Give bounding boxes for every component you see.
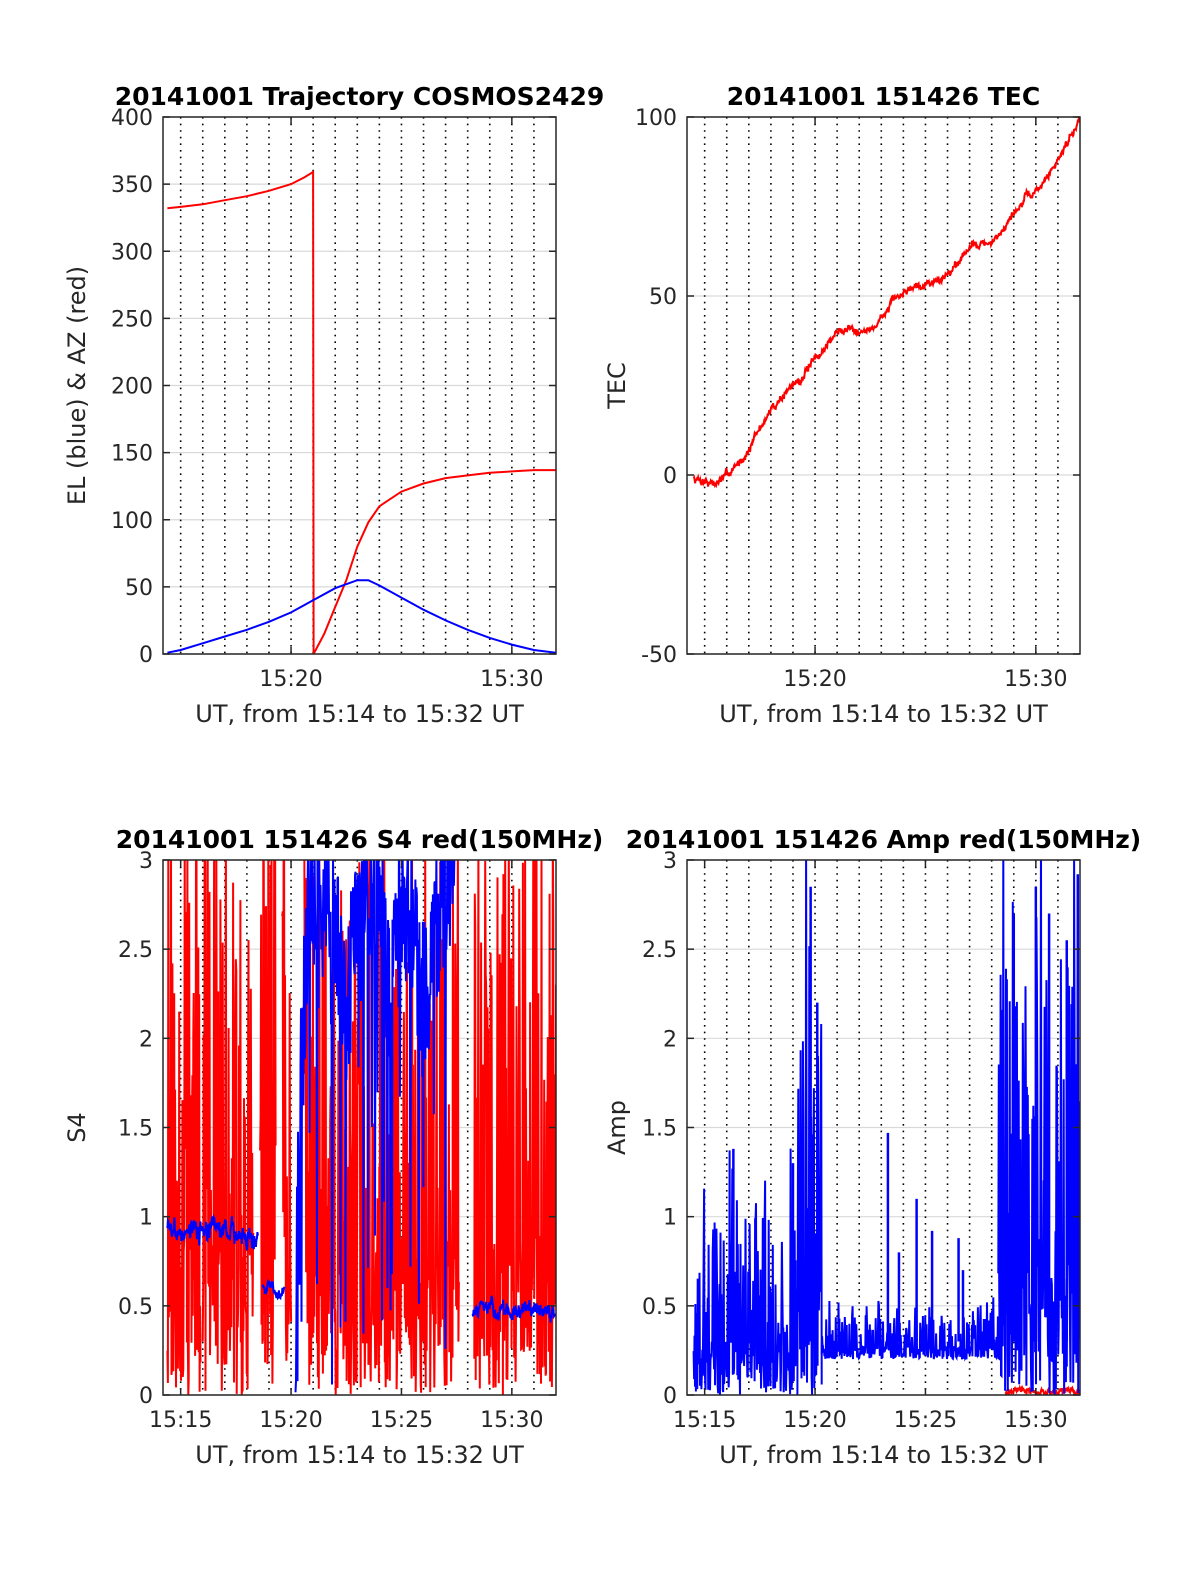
panel-amp: 0 0.5 1 1.5 2 2.5 3 15:15 15:20 15:25 15:30 2014100… [603,825,1141,1469]
series-spikes-blue [692,1148,799,1395]
y-tick-label: 0 [663,1384,677,1409]
y-tick-label: 0 [663,464,677,489]
chart-title: 20141001 151426 Amp red(150MHz) [626,825,1142,854]
y-tick-label: 1.5 [118,1117,153,1142]
x-tick-label: 15:30 [480,667,543,692]
y-tick-label: 150 [111,442,153,467]
y-tick-label: 0.5 [118,1295,153,1320]
x-axis-label: UT, from 15:14 to 15:32 UT [719,700,1048,728]
series-line-blue [166,1213,259,1251]
y-tick-label: 3 [139,849,153,874]
y-tick-label: 350 [111,173,153,198]
series-spikes-red [473,860,556,1395]
y-tick-label: 1 [139,1206,153,1231]
x-tick-label: 15:20 [259,1408,322,1433]
axes-box [686,116,1081,655]
y-tick-label: 0.5 [642,1295,677,1320]
series-line-blue [294,860,456,1393]
series-spikes-red [201,860,255,1395]
x-tick-label: 15:25 [370,1408,433,1433]
x-tick-label: 15:30 [1004,1408,1067,1433]
series-line-red [1004,1384,1080,1395]
panel-tec: -50 0 50 100 15:20 15:30 20141001 151426 TEC UT… [603,82,1081,728]
y-tick-label: 50 [125,576,153,601]
y-tick-label: 50 [649,285,677,310]
x-tick-label: 15:30 [480,1408,543,1433]
series-spikes-red [259,860,277,1384]
x-tick-label: 15:25 [894,1408,957,1433]
x-tick-label: 15:30 [1004,667,1067,692]
series-line-blue [167,579,556,654]
y-axis-label: TEC [603,362,631,410]
y-tick-label: 1.5 [642,1117,677,1142]
y-tick-label: 0 [139,1384,153,1409]
y-axis-label: S4 [63,1112,91,1143]
x-tick-label: 15:15 [149,1408,212,1433]
y-tick-label: 400 [111,106,153,131]
y-tick-label: 300 [111,240,153,265]
series-spikes-red [281,860,293,1361]
series-line-red [692,117,1080,489]
series-line-red [167,170,556,654]
series-line-blue [471,1295,556,1323]
y-tick-label: 2.5 [118,938,153,963]
series-line-blue [261,1278,286,1301]
y-tick-label: 2 [139,1027,153,1052]
x-tick-label: 15:15 [673,1408,736,1433]
y-tick-label: 250 [111,307,153,332]
y-tick-label: 3 [663,849,677,874]
series-spikes-blue [820,1297,1000,1362]
chart-title: 20141001 151426 TEC [727,82,1040,111]
y-tick-label: 0 [139,643,153,668]
y-tick-label: 100 [635,106,677,131]
y-tick-label: -50 [641,643,677,668]
series-spikes-red [166,860,202,1395]
chart-title: 20141001 Trajectory COSMOS2429 [115,82,605,111]
x-tick-label: 15:20 [259,667,322,692]
x-axis-label: UT, from 15:14 to 15:32 UT [195,1441,524,1469]
y-tick-label: 200 [111,375,153,400]
panel-s4: 0 0.5 1 1.5 2 2.5 3 15:15 15:20 15:25 15:30 2014100… [63,825,603,1469]
y-tick-label: 100 [111,509,153,534]
x-axis-label: UT, from 15:14 to 15:32 UT [719,1441,1048,1469]
x-tick-label: 15:20 [783,667,846,692]
panel-trajectory: 0 50 100 150 200 250 300 350 400 15:20 15:30 201410… [63,82,604,728]
x-tick-label: 15:20 [783,1408,846,1433]
y-tick-label: 2.5 [642,938,677,963]
chart-title: 20141001 151426 S4 red(150MHz) [116,825,604,854]
y-tick-label: 2 [663,1027,677,1052]
y-axis-label: EL (blue) & AZ (red) [63,266,91,505]
x-axis-label: UT, from 15:14 to 15:32 UT [195,700,524,728]
y-tick-label: 1 [663,1206,677,1231]
y-axis-label: Amp [603,1100,631,1155]
